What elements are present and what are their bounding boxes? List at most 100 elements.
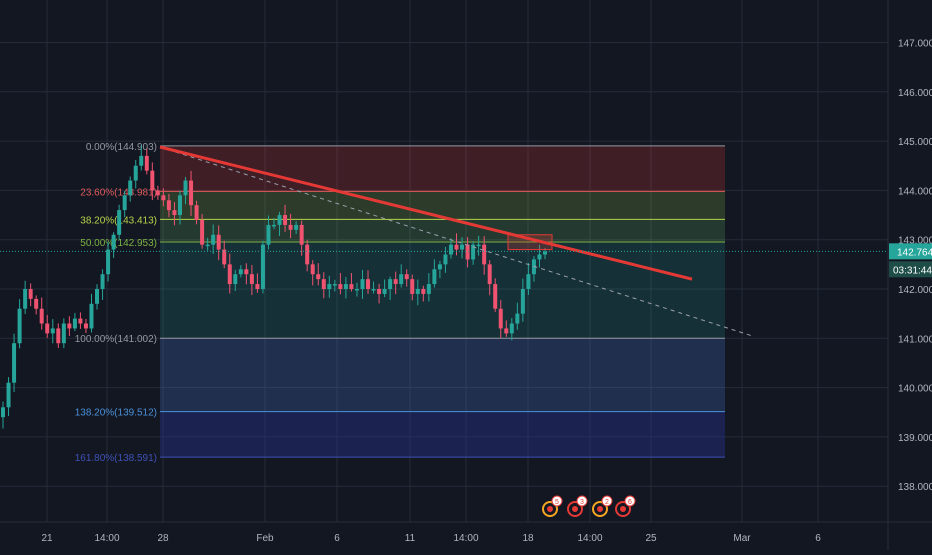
candle <box>277 211 282 237</box>
candle <box>161 188 166 207</box>
x-tick-label: 18 <box>522 533 534 544</box>
candle <box>531 256 536 282</box>
candle <box>227 253 232 294</box>
candle <box>172 202 177 226</box>
candle <box>305 239 310 272</box>
candle <box>106 242 111 282</box>
candle-body <box>382 289 387 294</box>
candle-body <box>531 259 536 275</box>
candle <box>360 269 365 299</box>
x-tick-label: 11 <box>405 533 416 544</box>
fib-level-label: 50.00%(142.953) <box>80 238 157 249</box>
y-tick-label: 140.000 <box>898 384 932 395</box>
candle <box>150 162 155 201</box>
candle-body <box>183 180 188 196</box>
candle-body <box>128 180 133 196</box>
candle <box>266 215 271 250</box>
candle <box>95 284 100 310</box>
candle <box>332 279 337 292</box>
candle <box>432 259 437 288</box>
candle <box>249 264 254 296</box>
candle <box>493 278 498 312</box>
current-price-label: 142.764 <box>897 247 932 258</box>
candle <box>139 144 144 171</box>
candle-body <box>227 264 232 285</box>
candle <box>67 316 72 336</box>
candle-body <box>100 274 105 289</box>
candle <box>50 319 55 344</box>
candle-body <box>476 244 481 247</box>
event-marker-icon[interactable]: 3 <box>567 495 588 517</box>
candle <box>388 276 393 300</box>
event-marker-icon[interactable]: 6 <box>615 495 636 517</box>
candle <box>299 220 304 256</box>
candle-body <box>272 224 276 227</box>
x-tick-label: 6 <box>815 533 821 544</box>
candle-body <box>415 289 420 294</box>
x-tick-label: 14:00 <box>94 533 119 544</box>
candle-body <box>12 343 17 383</box>
candle-body <box>249 274 254 285</box>
candle <box>471 241 476 265</box>
event-count-label: 6 <box>628 499 632 506</box>
candle <box>371 281 376 294</box>
candle <box>288 213 293 239</box>
event-marker-icon[interactable]: 2 <box>592 495 613 517</box>
candle-body <box>543 251 547 255</box>
event-marker-icon[interactable]: 5 <box>542 495 563 517</box>
x-tick-label: 14:00 <box>577 533 602 544</box>
candle <box>327 275 332 298</box>
candle <box>316 263 321 286</box>
candle <box>128 176 133 202</box>
candle <box>244 263 249 285</box>
candle-body <box>498 308 503 329</box>
candle-body <box>34 298 39 309</box>
candle-body <box>83 323 88 329</box>
candle-series <box>1 144 547 429</box>
candle-body <box>305 244 310 265</box>
candle-body <box>200 219 205 245</box>
candle-body <box>399 274 404 285</box>
candle <box>233 269 238 291</box>
candle-body <box>520 289 525 314</box>
candle-body <box>260 244 265 289</box>
event-count-label: 2 <box>605 499 609 506</box>
candle <box>222 240 227 269</box>
candle-body <box>133 165 138 181</box>
candle-body <box>106 249 111 275</box>
fib-band <box>160 191 725 220</box>
candle-body <box>388 279 393 289</box>
candle <box>393 271 398 295</box>
candle-body <box>526 274 531 289</box>
fib-band <box>160 411 725 458</box>
candle <box>166 193 171 218</box>
candle-body <box>426 284 431 294</box>
candle <box>12 333 17 392</box>
y-tick-label: 147.000 <box>898 39 932 50</box>
candle <box>83 318 88 333</box>
candle-body <box>216 234 221 250</box>
candle-body <box>72 318 77 329</box>
candle <box>448 238 453 259</box>
candle-body <box>299 224 304 245</box>
candle-body <box>122 195 127 211</box>
candle-body <box>360 279 365 289</box>
candle <box>78 312 83 329</box>
candle <box>111 232 116 258</box>
fib-level-label: 161.80%(138.591) <box>75 453 157 464</box>
candle-body <box>327 284 332 289</box>
candle-body <box>354 289 359 291</box>
x-tick-label: 14:00 <box>453 533 478 544</box>
candle <box>526 263 531 295</box>
candle-body <box>67 323 72 329</box>
candle <box>122 190 127 218</box>
candle <box>205 237 210 251</box>
candle <box>515 302 520 330</box>
x-tick-label: 21 <box>41 533 53 544</box>
event-marker-dot <box>620 506 626 512</box>
candle-body <box>244 269 249 275</box>
x-tick-label: Mar <box>733 533 751 544</box>
y-tick-label: 139.000 <box>898 433 932 444</box>
